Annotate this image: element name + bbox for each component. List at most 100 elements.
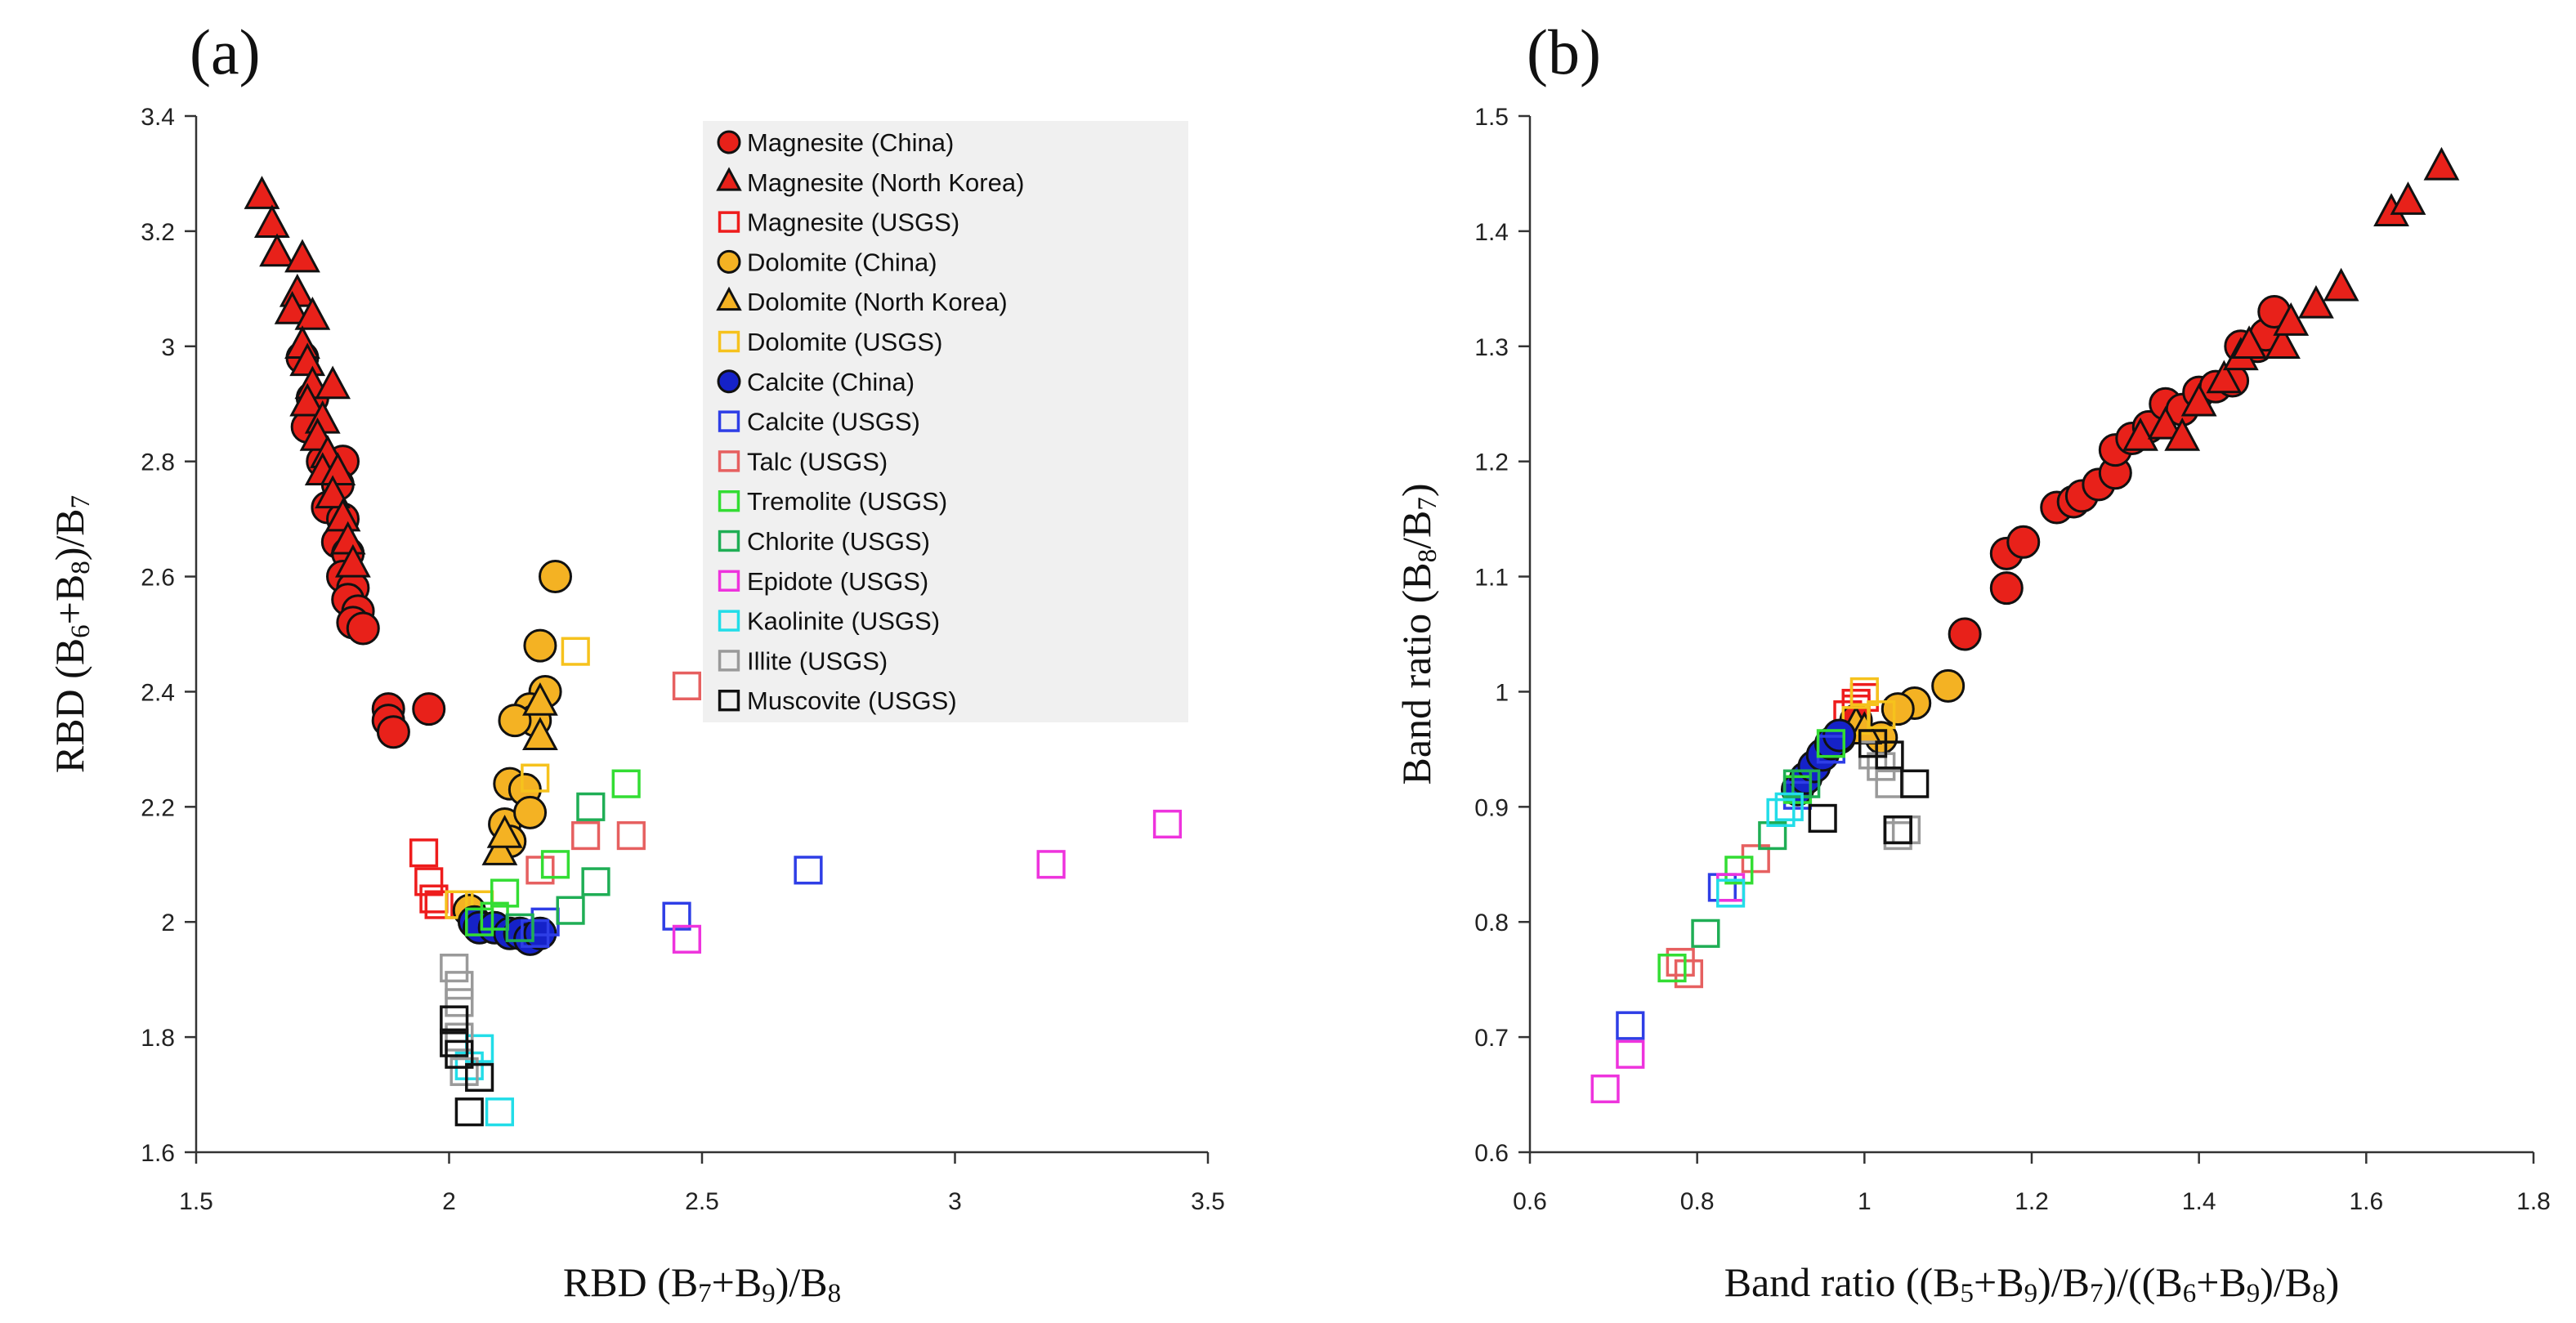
- legend-marker: [718, 450, 740, 472]
- data-point: [522, 717, 558, 751]
- x-tick-label: 1.2: [2015, 1188, 2049, 1215]
- data-point: [2164, 417, 2201, 451]
- legend-item-kaolinite-usgs: Kaolinite (USGS): [718, 607, 940, 636]
- data-point: [662, 901, 691, 931]
- y-tick-label: 0.9: [1474, 794, 1509, 821]
- data-point: [540, 850, 570, 879]
- legend-item-dolomite-usgs: Dolomite (USGS): [718, 328, 942, 356]
- data-point: [581, 867, 610, 896]
- legend-item-magnesite-usgs: Magnesite (USGS): [718, 208, 959, 237]
- legend-item-talc-usgs: Talc (USGS): [718, 447, 888, 476]
- series-talc-usgs: [1666, 844, 1770, 989]
- data-point: [244, 176, 280, 209]
- data-point: [2206, 360, 2243, 394]
- data-point: [1875, 769, 1904, 798]
- data-point: [1881, 692, 1915, 726]
- legend-marker: [717, 130, 741, 154]
- data-point: [1808, 803, 1837, 834]
- data-point: [1900, 769, 1930, 798]
- data-point: [445, 988, 474, 1017]
- y-axis-title: RBD (B6+B8)/B7: [47, 495, 96, 773]
- data-point: [440, 1028, 469, 1057]
- data-point: [445, 1022, 474, 1052]
- data-point: [1766, 798, 1796, 827]
- data-point: [571, 820, 601, 851]
- data-point: [1816, 729, 1845, 758]
- data-point: [1774, 792, 1804, 821]
- data-point: [1616, 1011, 1645, 1040]
- series-tremolite-usgs: [465, 769, 641, 936]
- data-point: [1716, 873, 1746, 902]
- x-tick-label: 3: [948, 1188, 962, 1215]
- y-axis-title: Band ratio (B8/B7): [1393, 483, 1442, 784]
- data-point: [289, 382, 326, 417]
- y-tick-label: 1.5: [1474, 104, 1509, 131]
- data-point: [1867, 752, 1896, 781]
- data-point: [1948, 617, 1982, 651]
- data-point: [672, 924, 702, 954]
- y-tick-label: 3.2: [141, 219, 175, 246]
- chart-panel-a: 1.5 2 2.5 3 3.5 1.6 1.8 2 2.2 2.4 2.6 2.8 3 3.2 3.4 (a)…: [47, 16, 1225, 1308]
- series-epidote-usgs: [1590, 873, 1746, 1104]
- legend-label: Illite (USGS): [747, 646, 888, 675]
- y-tick-label: 1.6: [141, 1140, 175, 1167]
- data-point: [1931, 668, 1966, 703]
- legend-label: Dolomite (USGS): [747, 328, 942, 356]
- y-tick-label: 1.3: [1474, 334, 1509, 361]
- data-point: [1716, 878, 1746, 908]
- data-point: [289, 342, 326, 377]
- data-point: [1691, 919, 1720, 948]
- legend-label: Magnesite (North Korea): [747, 168, 1024, 197]
- y-tick-label: 2.2: [141, 794, 175, 821]
- legend-label: Muscovite (USGS): [747, 686, 957, 715]
- data-point: [2323, 267, 2359, 302]
- legend-marker: [716, 286, 742, 311]
- series-illite-usgs: [440, 953, 479, 1086]
- legend-item-calcite-usgs: Calcite (USGS): [718, 408, 920, 436]
- data-point: [2147, 405, 2184, 440]
- legend-marker: [718, 570, 740, 592]
- legend-item-calcite-china: Calcite (China): [717, 368, 915, 396]
- data-point: [561, 637, 590, 666]
- series-kaolinite-usgs: [1716, 792, 1804, 908]
- y-tick-label: 1.4: [1474, 219, 1509, 246]
- data-point: [2390, 181, 2426, 215]
- data-point: [1741, 844, 1770, 874]
- data-point: [409, 838, 439, 868]
- data-point: [1590, 1074, 1620, 1104]
- x-axis-title: RBD (B7+B9)/B8: [563, 1259, 841, 1308]
- legend: Magnesite (China) Magnesite (North Korea)…: [703, 121, 1188, 722]
- data-point: [1657, 953, 1687, 983]
- x-tick-label: 1.6: [2349, 1188, 2383, 1215]
- legend-item-illite-usgs: Illite (USGS): [718, 646, 888, 675]
- data-point: [440, 1005, 469, 1035]
- series-magnesite-north-korea: [244, 176, 371, 578]
- data-point: [284, 239, 320, 273]
- data-point: [424, 890, 454, 919]
- data-point: [2298, 284, 2334, 319]
- data-point: [1616, 1039, 1645, 1069]
- legend-marker: [718, 330, 740, 353]
- legend-marker: [718, 410, 740, 432]
- data-point: [505, 913, 534, 942]
- chart-panel-b: 0.6 0.8 1 1.2 1.4 1.6 1.8 0.6 0.7 0.8 0.9 1 1.1 1.2 1.…: [1393, 16, 2551, 1308]
- data-point: [449, 1057, 479, 1086]
- legend-label: Magnesite (USGS): [747, 208, 959, 237]
- data-point: [324, 498, 361, 532]
- series-chlorite-usgs: [505, 792, 610, 942]
- legend-marker: [718, 690, 740, 712]
- data-point: [538, 560, 572, 594]
- y-tick-label: 1.2: [1474, 449, 1509, 476]
- data-point: [1666, 947, 1695, 977]
- series-dolomite-north-korea: [481, 682, 558, 865]
- legend-label: Magnesite (China): [747, 128, 954, 157]
- series-magnesite-north-korea: [2122, 146, 2460, 451]
- legend-marker: [717, 369, 741, 394]
- y-tick-label: 0.6: [1474, 1140, 1509, 1167]
- data-point: [259, 233, 295, 267]
- data-point: [1758, 820, 1787, 851]
- x-tick-label: 1.4: [2182, 1188, 2216, 1215]
- legend-item-magnesite-china: Magnesite (China): [717, 128, 954, 157]
- data-point: [2423, 146, 2460, 181]
